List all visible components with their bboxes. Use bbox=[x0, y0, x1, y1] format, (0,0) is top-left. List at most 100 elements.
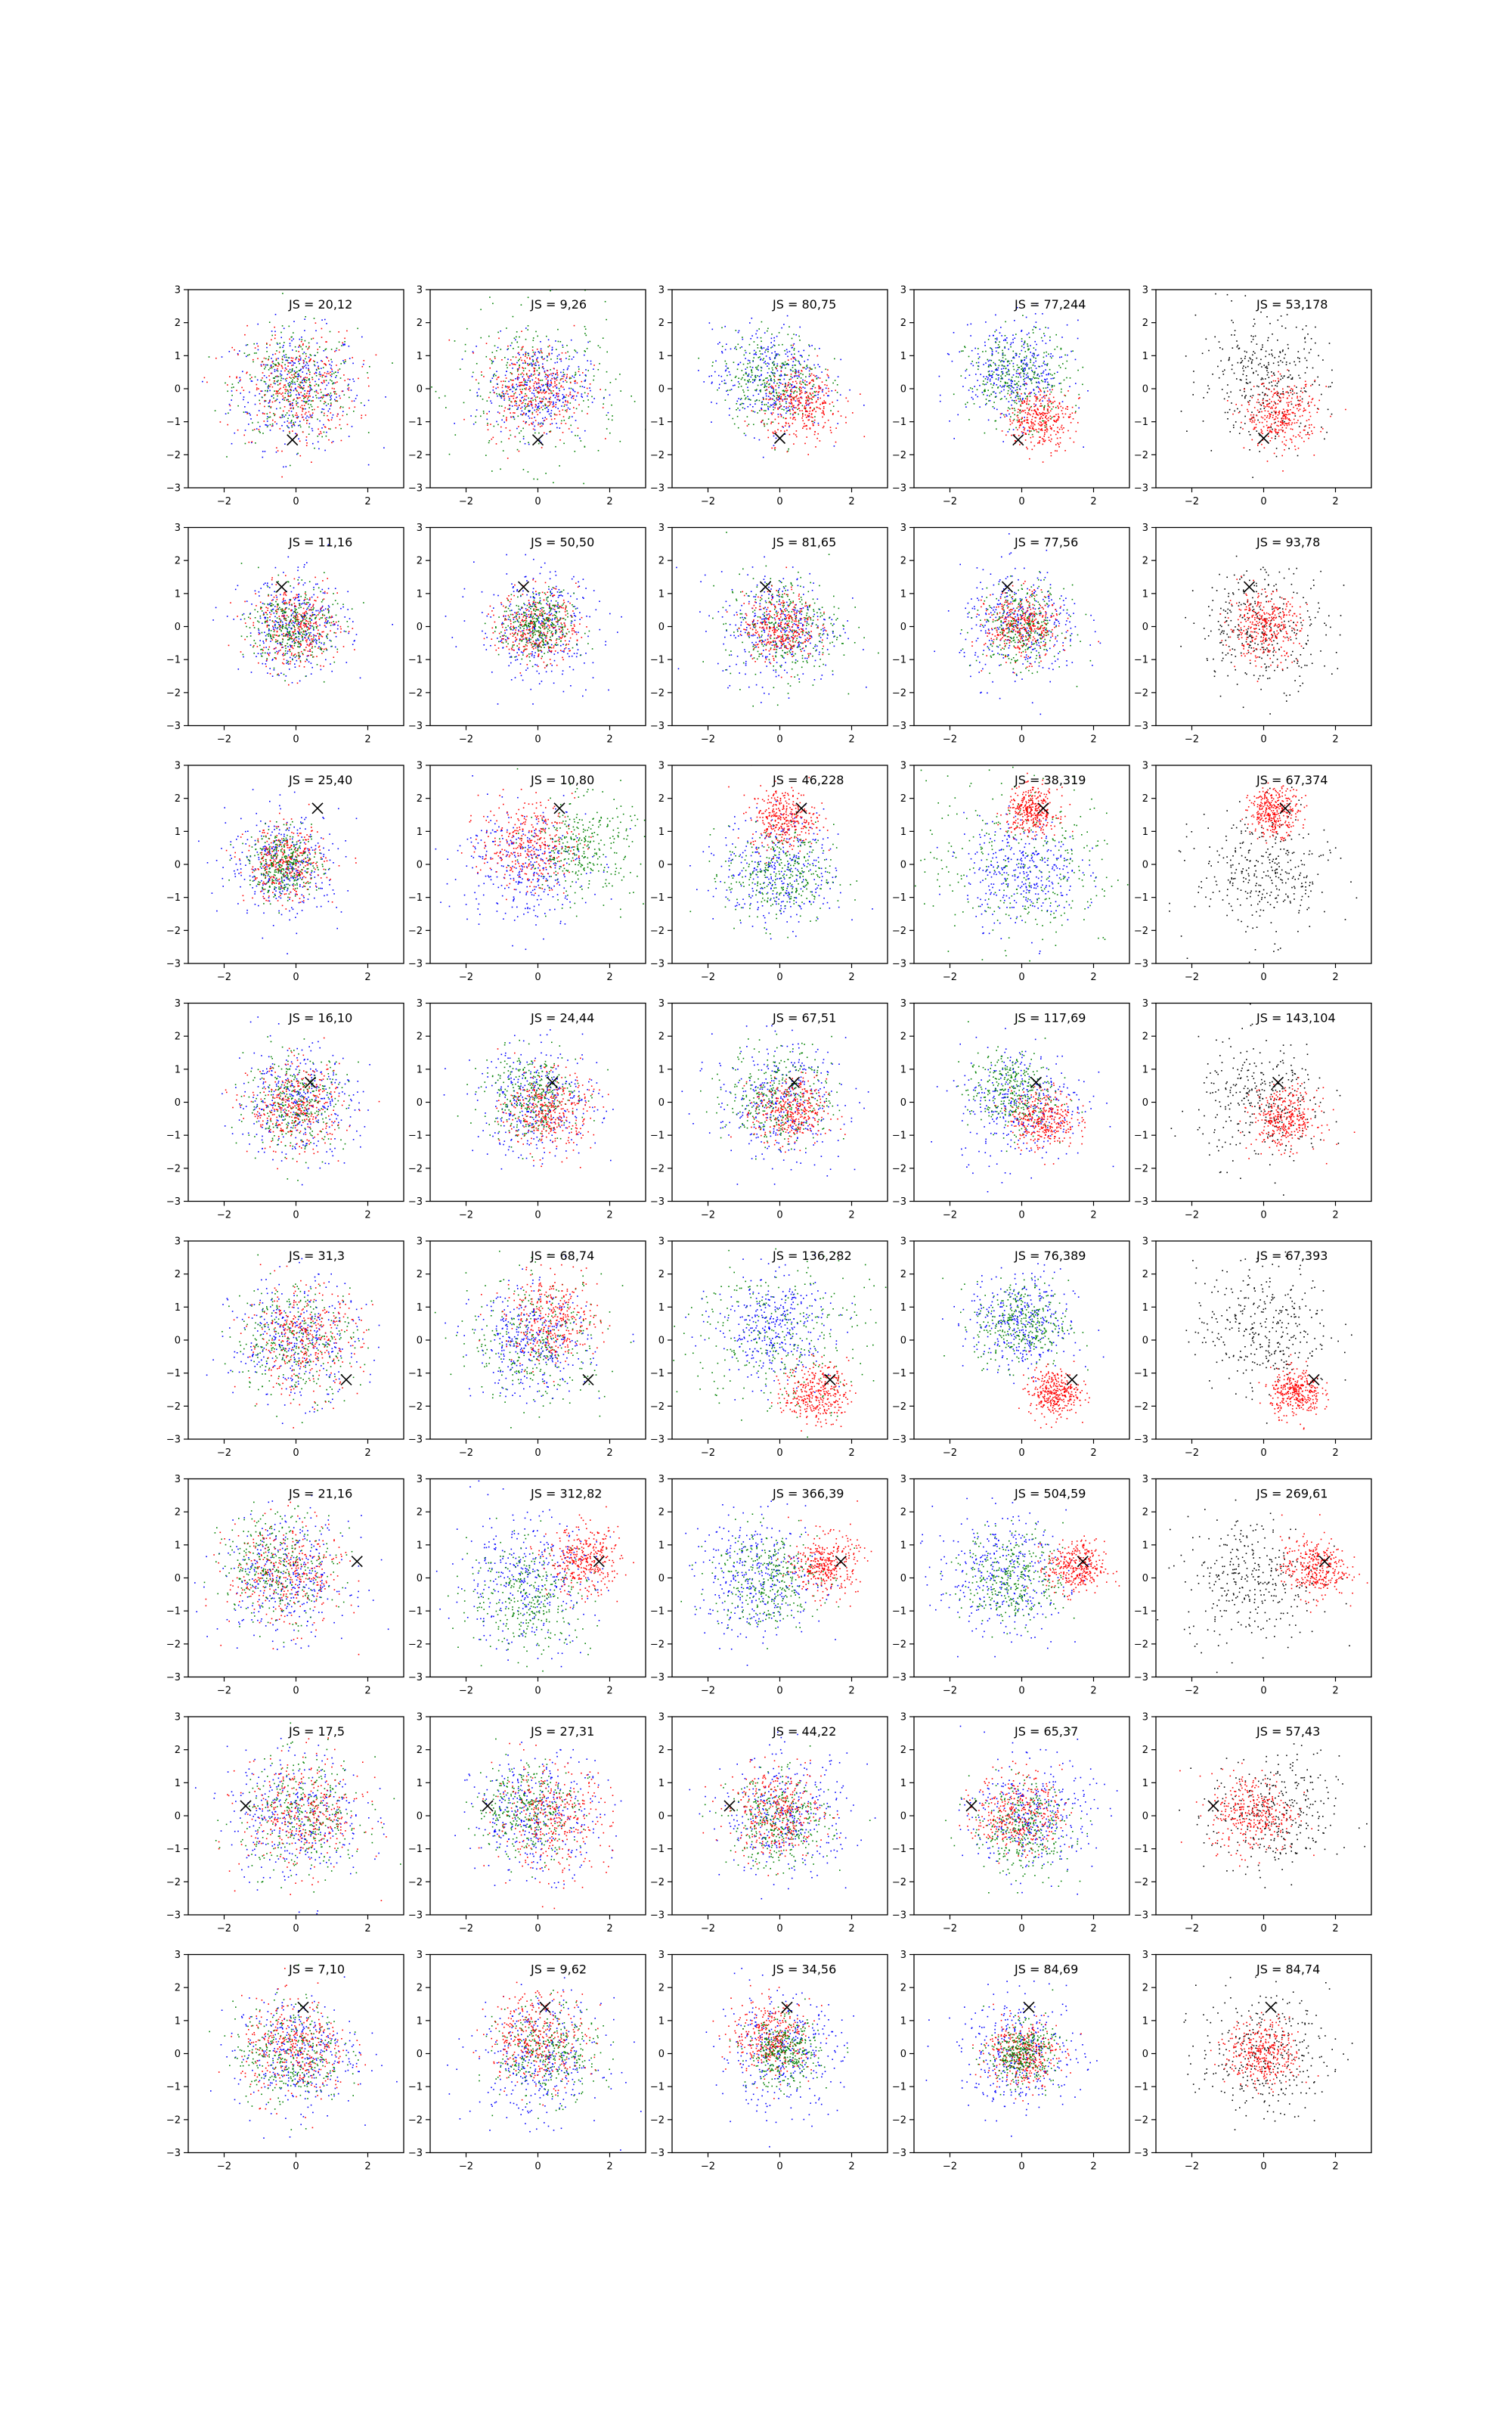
point-red bbox=[1017, 429, 1018, 431]
point-red bbox=[1054, 420, 1056, 423]
point-red bbox=[1064, 450, 1066, 451]
point-red bbox=[789, 395, 791, 396]
point-red bbox=[310, 358, 311, 360]
point-green bbox=[367, 372, 368, 374]
point-blue bbox=[335, 377, 336, 378]
point-red bbox=[270, 406, 272, 408]
point-green bbox=[995, 420, 996, 422]
point-red bbox=[790, 401, 792, 403]
point-green bbox=[314, 361, 315, 362]
point-red bbox=[805, 411, 807, 412]
point-blue bbox=[1013, 387, 1015, 389]
point-blue bbox=[275, 621, 277, 622]
point-blue bbox=[957, 414, 959, 416]
point-red bbox=[1305, 383, 1307, 386]
point-blue bbox=[280, 626, 281, 628]
point-black bbox=[1268, 377, 1270, 378]
point-black bbox=[1244, 295, 1247, 296]
point-blue bbox=[330, 365, 333, 367]
point-blue bbox=[298, 638, 300, 640]
point-blue bbox=[991, 352, 993, 355]
point-red bbox=[1278, 371, 1279, 373]
point-green bbox=[1036, 374, 1039, 376]
point-green bbox=[463, 402, 465, 404]
point-red bbox=[1285, 427, 1287, 429]
point-green bbox=[778, 379, 780, 380]
point-red bbox=[1314, 405, 1315, 406]
point-red bbox=[1050, 452, 1052, 454]
point-blue bbox=[1031, 369, 1033, 371]
point-red bbox=[300, 376, 302, 377]
point-green bbox=[994, 420, 996, 422]
point-red bbox=[796, 398, 798, 400]
point-green bbox=[298, 374, 300, 377]
point-green bbox=[536, 391, 538, 393]
point-red bbox=[278, 364, 280, 366]
point-red bbox=[1021, 401, 1023, 403]
point-green bbox=[805, 376, 807, 378]
point-blue bbox=[263, 612, 265, 614]
point-green bbox=[978, 348, 979, 349]
point-blue bbox=[530, 398, 532, 399]
point-green bbox=[498, 405, 500, 407]
point-black bbox=[1228, 358, 1230, 360]
series-blue bbox=[454, 327, 611, 445]
point-blue bbox=[822, 391, 823, 392]
point-green bbox=[1006, 374, 1008, 375]
point-green bbox=[1033, 377, 1036, 380]
point-red bbox=[560, 358, 562, 360]
point-red bbox=[311, 461, 312, 463]
point-red bbox=[772, 431, 774, 433]
point-green bbox=[475, 421, 476, 424]
point-blue bbox=[297, 416, 299, 417]
point-blue bbox=[972, 365, 974, 367]
point-blue bbox=[1047, 374, 1049, 376]
point-green bbox=[1002, 352, 1004, 354]
point-green bbox=[491, 362, 493, 365]
point-red bbox=[346, 330, 348, 332]
point-green bbox=[634, 401, 636, 402]
point-blue bbox=[538, 422, 540, 424]
point-blue bbox=[794, 358, 796, 360]
point-blue bbox=[939, 400, 941, 402]
point-green bbox=[787, 450, 789, 452]
point-blue bbox=[1059, 356, 1061, 358]
point-red bbox=[1054, 420, 1055, 422]
point-blue bbox=[1037, 354, 1040, 356]
point-red bbox=[542, 391, 544, 393]
point-red bbox=[560, 423, 562, 424]
point-red bbox=[1265, 393, 1267, 396]
point-blue bbox=[256, 428, 258, 430]
point-red bbox=[303, 405, 305, 406]
point-red bbox=[792, 381, 794, 383]
point-green bbox=[275, 359, 277, 361]
point-blue bbox=[534, 354, 536, 356]
point-red bbox=[523, 399, 525, 400]
point-red bbox=[287, 362, 290, 364]
point-red bbox=[1281, 411, 1284, 413]
point-green bbox=[776, 392, 777, 393]
point-green bbox=[742, 389, 744, 391]
point-black bbox=[1304, 372, 1306, 374]
point-green bbox=[755, 367, 757, 368]
point-red bbox=[234, 349, 235, 351]
point-blue bbox=[290, 362, 292, 364]
point-blue bbox=[773, 340, 776, 342]
point-red bbox=[1298, 400, 1300, 402]
point-green bbox=[773, 399, 776, 402]
point-blue bbox=[788, 364, 789, 366]
point-green bbox=[599, 346, 601, 349]
point-red bbox=[1028, 426, 1030, 428]
y-tick-label: 1 bbox=[175, 351, 181, 362]
point-blue bbox=[1012, 339, 1014, 340]
point-black bbox=[1248, 431, 1250, 433]
point-blue bbox=[347, 388, 349, 390]
point-blue bbox=[559, 389, 560, 392]
point-red bbox=[521, 402, 523, 405]
point-black bbox=[1249, 434, 1251, 436]
point-black bbox=[1263, 394, 1266, 396]
point-blue bbox=[538, 365, 540, 366]
point-red bbox=[1283, 417, 1284, 420]
point-red bbox=[554, 385, 556, 386]
point-red bbox=[342, 342, 343, 344]
